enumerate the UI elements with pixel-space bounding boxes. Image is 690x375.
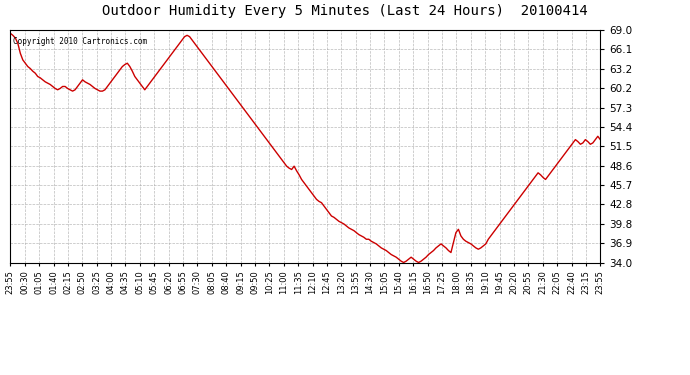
Text: Copyright 2010 Cartronics.com: Copyright 2010 Cartronics.com [13, 37, 148, 46]
Text: Outdoor Humidity Every 5 Minutes (Last 24 Hours)  20100414: Outdoor Humidity Every 5 Minutes (Last 2… [102, 4, 588, 18]
